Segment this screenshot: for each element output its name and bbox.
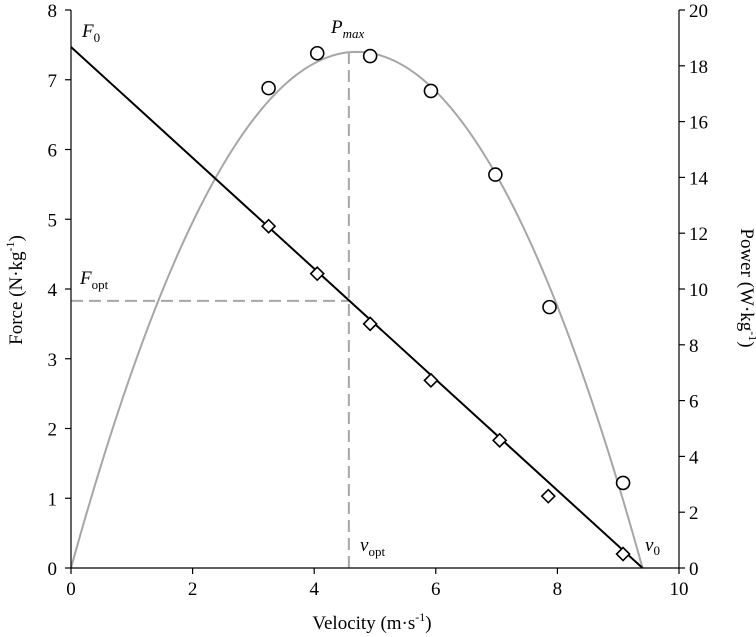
- y-tick-label: 6: [48, 141, 58, 162]
- x-tick-label: 4: [309, 579, 319, 600]
- y-tick-label: 0: [48, 559, 58, 580]
- y2-tick-label: 14: [689, 168, 709, 189]
- x-tick-label: 2: [188, 579, 198, 600]
- y2-tick-label: 8: [689, 336, 699, 357]
- force-velocity-line: [70, 46, 644, 569]
- force-data-point: [309, 266, 325, 282]
- y-axis-title: Force (N·kg-1): [3, 235, 27, 345]
- fopt-annotation: Fopt: [79, 268, 109, 292]
- y2-tick-label: 18: [689, 57, 708, 78]
- x-tick-label: 8: [553, 579, 563, 600]
- y-tick-label: 7: [48, 71, 58, 92]
- y-tick-label: 3: [48, 350, 58, 371]
- x-tick-label: 6: [431, 579, 441, 600]
- power-data-point: [423, 83, 439, 99]
- vopt-annotation: vopt: [360, 535, 385, 559]
- power-data-point: [261, 80, 276, 96]
- y2-tick-label: 12: [689, 224, 708, 245]
- y2-tick-label: 10: [689, 280, 708, 301]
- power-data-point: [488, 167, 503, 182]
- power-data-point: [309, 45, 325, 61]
- axes-layer: [65, 9, 685, 574]
- y2-tick-label: 0: [689, 559, 699, 580]
- y-tick-label: 1: [48, 489, 58, 510]
- force-layer: [70, 46, 644, 569]
- y2-tick-label: 4: [689, 447, 699, 468]
- force-data-point: [362, 316, 378, 332]
- force-data-point: [492, 432, 508, 448]
- y2-tick-label: 20: [689, 1, 708, 22]
- y-tick-label: 5: [48, 210, 58, 231]
- y2-tick-label: 16: [689, 113, 708, 134]
- y-tick-label: 4: [48, 280, 58, 301]
- x-axis-title: Velocity (m·s-1): [312, 610, 431, 634]
- power-data-point: [615, 475, 631, 491]
- v0-annotation: v0: [645, 535, 660, 558]
- force-data-point: [423, 372, 439, 389]
- y2-axis-title: Power (W·kg-1): [736, 228, 756, 347]
- power-layer: [70, 45, 644, 569]
- force-data-point: [615, 546, 631, 562]
- x-tick-label: 0: [66, 579, 76, 600]
- force-data-point: [260, 218, 277, 234]
- force-data-point: [540, 488, 556, 504]
- power-data-point: [542, 299, 557, 315]
- y-tick-label: 8: [48, 1, 58, 22]
- pmax-annotation: Pmax: [330, 17, 364, 41]
- y-tick-label: 2: [48, 420, 58, 441]
- y2-tick-label: 6: [689, 392, 699, 413]
- power-data-point: [362, 48, 378, 64]
- power-velocity-curve: [70, 50, 644, 569]
- f0-annotation: F0: [81, 21, 100, 45]
- x-tick-label: 10: [670, 579, 689, 600]
- y2-tick-label: 2: [689, 503, 699, 524]
- guide-lines-layer: [71, 51, 350, 568]
